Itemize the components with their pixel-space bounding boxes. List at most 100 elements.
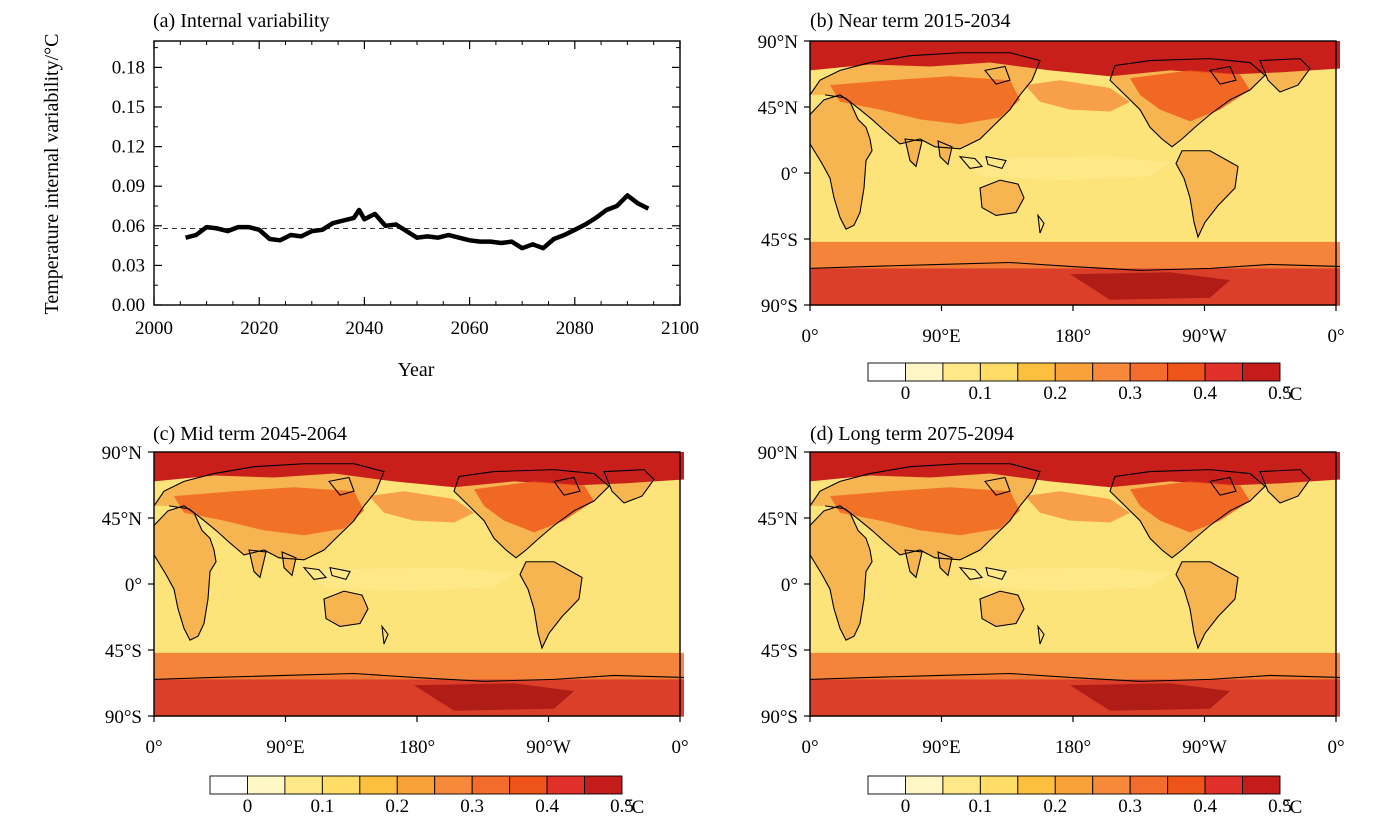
lon-tick-label: 0° — [801, 737, 818, 758]
colorbar-label: 0 — [901, 383, 911, 404]
lon-tick-label: 90°E — [922, 737, 960, 758]
colorbar-swatch — [1054, 362, 1094, 382]
x-tick-label: 2040 — [345, 318, 383, 339]
lon-tick-label: 0° — [1327, 737, 1344, 758]
colorbar-swatch — [247, 775, 286, 795]
colorbar-label: 0.1 — [968, 796, 992, 817]
panel-d-title: (d) Long term 2075-2094 — [810, 423, 1014, 445]
colorbar-label: 0.5 — [610, 796, 634, 817]
colorbar-swatch — [509, 775, 548, 795]
colorbar-swatch — [942, 362, 981, 382]
map-b-lat-ticks: 90°N 45°N 0° 45°S 90°S — [758, 32, 810, 317]
colorbar-label: 0.3 — [1118, 383, 1142, 404]
colorbar-unit: °C — [624, 797, 644, 818]
y-tick-label: 0.00 — [112, 295, 145, 316]
y-tick-label: 0.15 — [112, 97, 145, 118]
colorbar-swatch — [546, 775, 585, 795]
series-line — [185, 193, 650, 251]
lat-tick-label: 45°S — [105, 641, 142, 662]
lon-tick-label: 0° — [1327, 326, 1344, 347]
colorbar-label: 0.4 — [1193, 383, 1217, 404]
y-axis-ticks: 0.00 0.03 0.06 0.09 0.12 0.15 0.18 — [112, 47, 680, 316]
lon-tick-label: 0° — [145, 737, 162, 758]
colorbar-swatch — [1242, 362, 1281, 382]
panel-a-line-chart: (a) Internal variability 2000 2020 2040 206… — [41, 10, 699, 381]
colorbar-swatch — [1129, 362, 1169, 382]
lat-tick-label: 90°N — [758, 32, 799, 53]
lat-tick-label: 45°N — [758, 98, 799, 119]
lon-tick-label: 90°E — [266, 737, 304, 758]
y-tick-label: 0.09 — [112, 176, 145, 197]
plot-a-frame — [153, 40, 681, 306]
colorbar-label: 0.2 — [385, 796, 409, 817]
colorbar-label: 0.3 — [1118, 796, 1142, 817]
lon-tick-label: 180° — [399, 737, 435, 758]
colorbar-unit: °C — [1282, 384, 1302, 405]
map-c-lon-ticks: 0° 90°E 180° 90°W 0° — [145, 716, 689, 758]
colorbar-swatch — [1167, 775, 1206, 795]
y-tick-label: 0.18 — [112, 57, 145, 78]
lon-tick-label: 0° — [671, 737, 688, 758]
x-axis-label: Year — [398, 359, 435, 381]
lat-tick-label: 0° — [781, 164, 798, 185]
panel-c-title: (c) Mid term 2045-2064 — [153, 423, 347, 445]
y-tick-label: 0.03 — [112, 255, 145, 276]
colorbar-swatch — [434, 775, 473, 795]
colorbar-swatch — [1129, 775, 1169, 795]
colorbar-label: 0.5 — [1268, 796, 1292, 817]
colorbar-label: 0.4 — [1193, 796, 1217, 817]
panel-c-map: (c) Mid term 2045-2064 90°N 45°N 0° 45°S 90°… — [102, 423, 689, 818]
lat-tick-label: 90°N — [102, 443, 143, 464]
colorbar-label: 0 — [901, 796, 911, 817]
x-tick-label: 2000 — [135, 318, 173, 339]
colorbar-swatch — [1092, 362, 1131, 382]
colorbar-unit: °C — [1282, 797, 1302, 818]
x-tick-label: 2020 — [240, 318, 278, 339]
colorbar-label: 0.5 — [1268, 383, 1292, 404]
map-b-lon-ticks: 0° 90°E 180° 90°W 0° — [801, 305, 1345, 347]
lon-tick-label: 180° — [1055, 326, 1091, 347]
colorbar-swatch — [1204, 775, 1243, 795]
colorbar-swatch — [359, 775, 398, 795]
colorbar-label: 0.1 — [310, 796, 334, 817]
colorbar-swatch — [979, 362, 1019, 382]
colorbar-label: 0.1 — [968, 383, 992, 404]
lat-tick-label: 45°N — [758, 509, 799, 530]
colorbar-label: 0.2 — [1043, 383, 1067, 404]
colorbar-swatch — [396, 775, 436, 795]
lon-tick-label: 90°W — [526, 737, 571, 758]
colorbar-swatch — [321, 775, 361, 795]
y-axis-label: Temperature internal variability/°C — [41, 34, 63, 315]
lon-tick-label: 90°W — [1182, 737, 1227, 758]
lat-tick-label: 0° — [781, 575, 798, 596]
lon-tick-label: 0° — [801, 326, 818, 347]
colorbar-label: 0.2 — [1043, 796, 1067, 817]
colorbar-swatch — [471, 775, 511, 795]
colorbar-swatch — [284, 775, 323, 795]
panel-b-title: (b) Near term 2015-2034 — [810, 10, 1011, 32]
panel-b-map: (b) Near term 2015-2034 90°N 45°N 0° 45°S 90… — [758, 10, 1345, 405]
lat-tick-label: 45°S — [761, 641, 798, 662]
lat-tick-label: 90°S — [761, 707, 798, 728]
colorbar-label: 0.3 — [460, 796, 484, 817]
colorbar-swatch — [867, 775, 906, 795]
lat-tick-label: 90°N — [758, 443, 799, 464]
colorbar-swatch — [979, 775, 1019, 795]
y-tick-label: 0.06 — [112, 216, 145, 237]
colorbar-swatch — [209, 775, 248, 795]
colorbar-swatch — [1017, 362, 1056, 382]
lat-tick-label: 45°S — [761, 230, 798, 251]
colorbar-swatch — [1054, 775, 1094, 795]
lat-tick-label: 45°N — [102, 509, 143, 530]
y-tick-label: 0.12 — [112, 137, 145, 158]
colorbar-label: 0.4 — [535, 796, 559, 817]
colorbar-swatch — [867, 362, 906, 382]
map-c-colorbar: 0 0.1 0.2 0.3 0.4 0.5°C — [209, 775, 644, 818]
colorbar-swatch — [1204, 362, 1243, 382]
map-d-colorbar: 0 0.1 0.2 0.3 0.4 0.5°C — [867, 775, 1302, 818]
colorbar-swatch — [1017, 775, 1056, 795]
colorbar-swatch — [905, 362, 944, 382]
lon-tick-label: 90°E — [922, 326, 960, 347]
colorbar-swatch — [1242, 775, 1281, 795]
